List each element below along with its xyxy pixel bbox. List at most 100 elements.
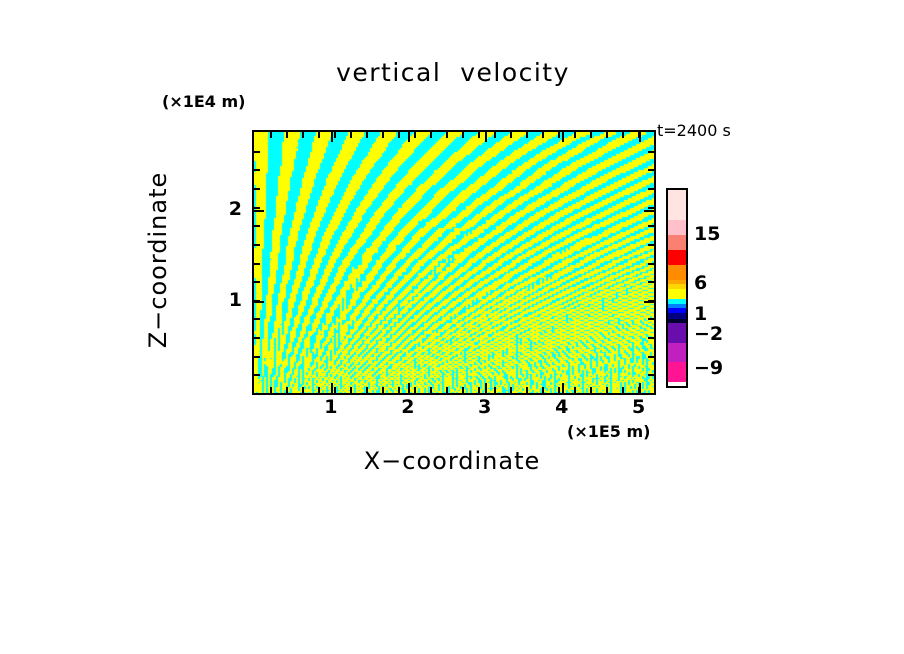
minor-tick-x-top [398, 132, 400, 138]
minor-tick-y-left [254, 244, 260, 246]
colorbar-band [668, 284, 686, 289]
y-tick-label: 2 [228, 197, 242, 220]
minor-tick-y-left [254, 318, 260, 320]
minor-tick-x-top [286, 132, 288, 138]
minor-tick-x-top [542, 132, 544, 138]
major-tick-x-bottom [485, 383, 487, 393]
minor-tick-x-top [270, 132, 272, 138]
y-axis-units-label: (×1E4 m) [162, 92, 246, 111]
major-tick-y-right [644, 301, 654, 303]
minor-tick-y-left [254, 225, 260, 227]
minor-tick-y-right [648, 337, 654, 339]
colorbar-band [668, 265, 686, 281]
minor-tick-x-top [574, 132, 576, 138]
minor-tick-x-bottom [270, 387, 272, 393]
colorbar-band [668, 280, 686, 285]
page-title: vertical velocity [336, 58, 570, 87]
minor-tick-x-bottom [398, 387, 400, 393]
colorbar-band [668, 319, 686, 324]
minor-tick-x-top [526, 132, 528, 138]
y-axis-title: Z−coordinate [144, 171, 172, 349]
minor-tick-x-bottom [574, 387, 576, 393]
x-tick-label: 4 [555, 396, 569, 418]
x-tick-label: 3 [478, 396, 492, 418]
major-tick-y-right [644, 210, 654, 212]
minor-tick-y-left [254, 169, 260, 171]
x-axis-units-label: (×1E5 m) [567, 422, 651, 441]
minor-tick-x-bottom [350, 387, 352, 393]
minor-tick-x-bottom [478, 387, 480, 393]
x-axis-title: X−coordinate [363, 447, 541, 475]
colorbar-tick-label: −2 [694, 323, 724, 345]
minor-tick-x-top [430, 132, 432, 138]
minor-tick-x-bottom [462, 387, 464, 393]
minor-tick-x-bottom [318, 387, 320, 393]
minor-tick-x-bottom [382, 387, 384, 393]
colorbar-band [668, 293, 686, 299]
minor-tick-x-bottom [414, 387, 416, 393]
minor-tick-y-right [648, 188, 654, 190]
minor-tick-y-right [648, 169, 654, 171]
colorbar-band [668, 308, 686, 314]
minor-tick-y-left [254, 374, 260, 376]
minor-tick-y-left [254, 151, 260, 153]
minor-tick-y-right [648, 244, 654, 246]
minor-tick-x-top [366, 132, 368, 138]
y-tick-label: 1 [228, 289, 242, 312]
colorbar-tick-label: 15 [694, 223, 721, 245]
colorbar-band [668, 235, 686, 250]
major-tick-x-bottom [639, 383, 641, 393]
minor-tick-x-top [558, 132, 560, 138]
major-tick-x-top [408, 132, 410, 142]
minor-tick-x-top [478, 132, 480, 138]
colorbar-band [668, 303, 686, 309]
minor-tick-x-bottom [622, 387, 624, 393]
colorbar-band [668, 288, 686, 294]
minor-tick-x-bottom [366, 387, 368, 393]
minor-tick-y-right [648, 374, 654, 376]
major-tick-x-top [485, 132, 487, 142]
minor-tick-x-top [510, 132, 512, 138]
colorbar-band [668, 190, 686, 221]
minor-tick-x-bottom [526, 387, 528, 393]
major-tick-y-left [254, 210, 264, 212]
contour-field-canvas [254, 132, 654, 393]
colorbar-tick-label: 1 [694, 303, 708, 325]
colorbar [666, 188, 688, 388]
colorbar-band [668, 323, 686, 343]
minor-tick-x-bottom [334, 387, 336, 393]
x-tick-label: 1 [324, 396, 338, 418]
minor-tick-y-right [648, 263, 654, 265]
colorbar-band [668, 362, 686, 382]
minor-tick-y-right [648, 318, 654, 320]
minor-tick-x-bottom [590, 387, 592, 393]
contour-plot-area [252, 130, 656, 395]
colorbar-band [668, 249, 686, 266]
minor-tick-x-top [302, 132, 304, 138]
colorbar-band [668, 313, 686, 320]
minor-tick-x-bottom [558, 387, 560, 393]
major-tick-x-top [331, 132, 333, 142]
major-tick-x-bottom [408, 383, 410, 393]
minor-tick-x-bottom [542, 387, 544, 393]
colorbar-tick-label: −9 [694, 357, 724, 379]
minor-tick-x-bottom [286, 387, 288, 393]
minor-tick-y-left [254, 207, 260, 209]
minor-tick-x-top [494, 132, 496, 138]
minor-tick-x-top [606, 132, 608, 138]
minor-tick-x-bottom [302, 387, 304, 393]
minor-tick-x-top [446, 132, 448, 138]
x-tick-label: 5 [631, 396, 646, 418]
minor-tick-y-left [254, 356, 260, 358]
minor-tick-y-right [648, 225, 654, 227]
minor-tick-x-bottom [606, 387, 608, 393]
major-tick-x-bottom [562, 383, 564, 393]
major-tick-x-top [639, 132, 641, 142]
minor-tick-x-top [622, 132, 624, 138]
minor-tick-y-left [254, 281, 260, 283]
minor-tick-x-top [334, 132, 336, 138]
minor-tick-x-top [462, 132, 464, 138]
minor-tick-y-left [254, 188, 260, 190]
minor-tick-x-top [350, 132, 352, 138]
